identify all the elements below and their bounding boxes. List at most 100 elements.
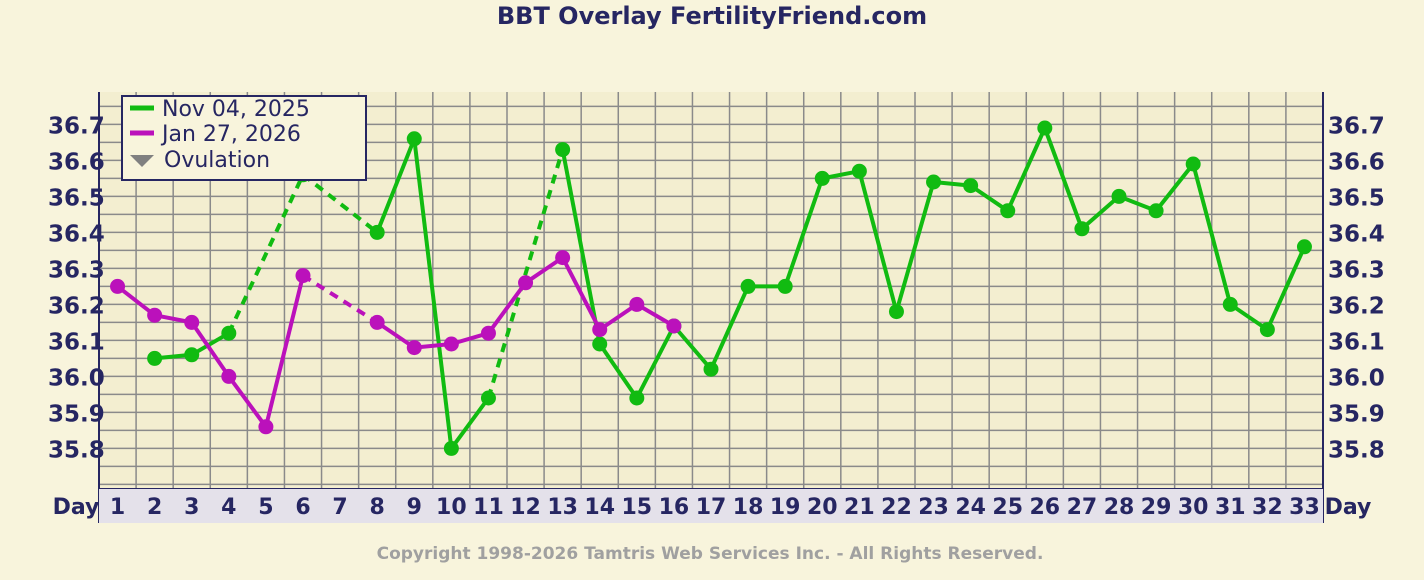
series-layer: [110, 120, 1312, 456]
series-1-point: [777, 278, 793, 294]
y-tick-label-right: 36.5: [1328, 185, 1385, 211]
legend-label-ovulation: Ovulation: [164, 148, 270, 173]
series-1-segment: [672, 324, 713, 371]
series-2-point: [629, 296, 645, 312]
series-2-point: [480, 325, 496, 341]
series-1-point: [703, 361, 719, 377]
day-tick-label: 18: [733, 495, 764, 520]
series-1-point: [555, 142, 571, 158]
day-axis-label-left: Day: [53, 495, 100, 520]
series-1-point: [629, 390, 645, 406]
series-1-point: [592, 336, 608, 352]
series-1-segment: [598, 342, 639, 400]
day-tick-label: 10: [436, 495, 467, 520]
y-tick-label-right: 36.7: [1328, 113, 1385, 139]
series-2-point: [221, 368, 237, 384]
legend-label-series-2: Jan 27, 2026: [160, 122, 301, 147]
series-1-point: [926, 174, 942, 190]
series-2-point: [295, 268, 311, 284]
series-1-segment: [709, 285, 750, 371]
day-tick-label: 26: [1030, 495, 1061, 520]
day-tick-label: 5: [258, 495, 273, 520]
day-tick-label: 15: [622, 495, 653, 520]
series-2-point: [184, 314, 200, 330]
day-tick-label: 31: [1215, 495, 1246, 520]
day-tick-label: 32: [1252, 495, 1283, 520]
day-tick-label: 6: [295, 495, 310, 520]
copyright-notice: Copyright 1998-2026 Tamtris Web Services…: [377, 544, 1044, 564]
series-1-segment: [635, 325, 676, 399]
legend-box: [121, 95, 367, 181]
day-tick-label: 22: [881, 495, 912, 520]
day-tick-label: 17: [696, 495, 727, 520]
day-tick-label: 19: [770, 495, 801, 520]
day-tick-label: 23: [918, 495, 949, 520]
series-2-point: [406, 340, 422, 356]
series-1-segment: [1265, 245, 1307, 331]
series-1-point: [369, 224, 385, 240]
series-1-point: [1185, 156, 1201, 172]
y-tick-label-right: 36.0: [1328, 365, 1385, 391]
day-tick-label: 16: [659, 495, 690, 520]
series-1-point: [406, 131, 422, 147]
day-tick-label: 1: [110, 495, 125, 520]
legend: Nov 04, 2025 Jan 27, 2026 Ovulation: [121, 95, 367, 181]
day-axis-label-right: Day: [1325, 495, 1372, 520]
y-tick-label-left: 36.3: [48, 257, 105, 283]
day-tick-label: 9: [407, 495, 422, 520]
day-tick-label: 21: [844, 495, 875, 520]
day-tick-label: 8: [370, 495, 385, 520]
day-tick-label: 7: [332, 495, 347, 520]
day-tick-label: 11: [473, 495, 504, 520]
y-tick-label-right: 35.8: [1328, 437, 1385, 463]
y-tick-label-right: 36.4: [1328, 221, 1385, 247]
y-tick-label-left: 36.2: [48, 293, 105, 319]
series-1-point: [1296, 239, 1312, 255]
day-tick-label: 25: [992, 495, 1023, 520]
series-1-segment: [1080, 194, 1121, 231]
series-1-segment: [857, 170, 899, 313]
series-1-point: [1111, 188, 1127, 204]
day-row: Day Day 1 2 3 4 5 6 7 8 9 10 11 12 13 14 15 16 17 18 19 20 2…: [53, 489, 1372, 523]
series-2-segment: [560, 256, 602, 331]
series-1-point: [221, 325, 237, 341]
series-1-point: [443, 440, 459, 456]
series-1: [147, 120, 1312, 456]
day-tick-label: 30: [1178, 495, 1209, 520]
day-tick-label: 20: [807, 495, 838, 520]
day-tick-label: 27: [1067, 495, 1098, 520]
series-1-point: [147, 350, 163, 366]
series-2-segment: [263, 275, 305, 428]
series-1-point: [1000, 203, 1016, 219]
series-1-point: [1259, 322, 1275, 338]
series-2-point: [147, 307, 163, 323]
y-tick-label-left: 36.1: [48, 329, 105, 355]
y-tick-label-left: 36.0: [48, 365, 105, 391]
series-1-segment: [1005, 127, 1047, 212]
series-1-segment: [783, 177, 825, 288]
y-tick-label-right: 36.6: [1328, 149, 1385, 175]
y-tick-label-right: 36.3: [1328, 257, 1385, 283]
series-1-point: [1037, 120, 1053, 136]
series-1-point: [851, 163, 867, 179]
series-1-segment: [375, 138, 417, 234]
series-2-segment: [116, 284, 156, 317]
series-2-point: [666, 318, 682, 334]
series-2-point: [555, 250, 571, 266]
day-tick-label: 3: [184, 495, 199, 520]
series-2-segment: [190, 321, 231, 378]
series-1-segment: [1042, 127, 1084, 230]
chart-title: BBT Overlay FertilityFriend.com: [497, 2, 927, 30]
day-tick-label: 33: [1289, 495, 1320, 520]
day-tick-label: 28: [1104, 495, 1135, 520]
day-tick-label: 29: [1141, 495, 1172, 520]
series-1-point: [480, 390, 496, 406]
y-tick-label-right: 36.2: [1328, 293, 1385, 319]
y-tick-label-right: 36.1: [1328, 329, 1385, 355]
series-1-point: [814, 170, 830, 186]
ovulation-triangle-icon: [130, 155, 154, 167]
series-2-segment: [227, 375, 268, 428]
series-2-point: [110, 278, 126, 294]
legend-label-series-1: Nov 04, 2025: [162, 97, 310, 122]
